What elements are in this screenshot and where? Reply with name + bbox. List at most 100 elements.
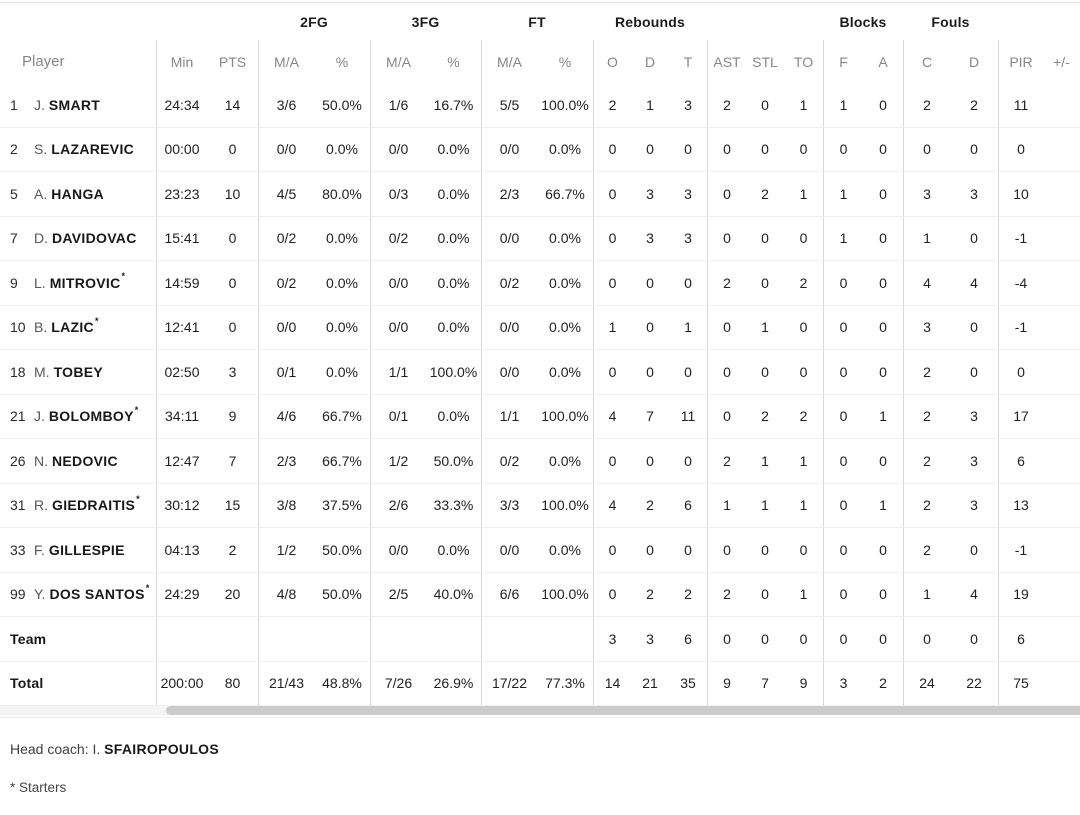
stat-cell-stl: 1 [761,497,769,514]
stat-cell-reb-o: 2 [593,83,631,127]
stat-cell-pir: -1 [998,528,1043,572]
player-row: 31 R. GIEDRAITIS * 30:12 15 3/8 37.5% 2/6 33.3% 3/… [0,483,1080,528]
stat-cell-blk-f: 0 [823,617,863,661]
stat-cell-2fg-ma: 0/2 [258,216,314,260]
player-cell: 21 J. BOLOMBOY * [0,395,156,439]
stat-cell-stl: 0 [761,586,769,603]
group-header-ft: FT [528,13,546,30]
column-header-2fg-pct: % [335,53,349,70]
stat-cell-3fg-pct [426,617,481,661]
stat-cell-reb-d: 0 [646,452,654,469]
player-initial: S. [34,141,48,158]
stat-cell-reb-t: 3 [684,230,692,247]
stat-cell-reb-t: 2 [684,586,692,603]
stat-cell-blk-f: 0 [823,528,863,572]
stat-cell-2fg-ma: 4/8 [258,572,314,616]
table-bottom-border [0,717,1080,718]
stat-cell-ast: 9 [707,661,746,705]
stat-cell-2fg-ma [258,617,314,661]
stat-cell-to: 9 [799,675,808,692]
stat-cell-plus-minus [1043,350,1080,394]
column-header-to: TO [793,53,814,70]
player-number: 99 [10,586,26,603]
stat-cell-blk-f: 0 [823,394,863,438]
stat-cell-reb-o: 0 [593,127,631,171]
stat-cell-ft-pct: 0.0% [549,363,581,380]
stat-cell-reb-t: 6 [684,497,692,514]
stat-cell-3fg-ma: 0/0 [370,261,426,305]
stat-cell-reb-t: 3 [684,185,692,202]
stat-cell-stl: 2 [761,408,769,425]
stat-cell-blk-f: 0 [823,305,863,349]
stat-cell-pts: 14 [224,96,241,113]
player-cell: 33 F. GILLESPIE [0,528,156,572]
stat-cell-reb-o: 4 [593,483,631,527]
player-number: 5 [10,185,18,202]
stat-cell-foul-d: 3 [970,452,978,469]
stat-cell-blk-a: 0 [879,363,887,380]
column-header-min: Min [156,40,207,83]
stat-cell-3fg-ma: 0/1 [370,394,426,438]
stat-cell-pir: 11 [998,83,1043,127]
starter-marker: * [94,315,99,326]
box-score-table: 2FG 3FG FT Rebounds Blocks Fouls Player Min PTS… [0,3,1080,706]
stat-cell-ast: 0 [707,305,746,349]
stat-cell-3fg-ma: 0/2 [370,216,426,260]
player-name: TOBEY [53,363,104,380]
stat-cell-3fg-ma: 0/0 [370,528,426,572]
stat-cell-ft-ma [481,617,537,661]
stat-cell-reb-o: 0 [593,439,631,483]
table-body: 1 J. SMART 24:34 14 3/6 50.0% 1/6 16.7% 5/5 100.0%… [0,83,1080,706]
stat-cell-pts: 0 [228,230,237,247]
stat-cell-plus-minus [1043,83,1080,127]
stat-cell-to: 0 [799,541,808,558]
player-cell: 9 L. MITROVIC * [0,261,156,305]
stat-cell-pir: -1 [998,216,1043,260]
player-cell: 99 Y. DOS SANTOS * [0,573,156,617]
stat-cell-3fg-ma: 0/0 [370,127,426,171]
stat-cell-2fg-pct: 50.0% [322,541,362,558]
group-header-3fg: 3FG [411,13,440,30]
stat-cell-plus-minus [1043,662,1080,706]
player-name: GIEDRAITIS [52,497,136,514]
stat-group-header-row: 2FG 3FG FT Rebounds Blocks Fouls [0,3,1080,40]
stat-cell-pir: 13 [998,483,1043,527]
column-header-row: Player Min PTS M/A% M/A% M/A% O D T AST STL TO F A C D P… [0,40,1080,83]
stat-cell-plus-minus [1043,306,1080,350]
stat-cell-min: 30:12 [156,483,207,527]
stat-cell-ft-pct: 0.0% [549,541,581,558]
stat-cell-foul-d: 0 [970,230,978,247]
stat-cell-reb-d: 3 [646,230,654,247]
player-name: HANGA [51,185,105,202]
player-cell: 26 N. NEDOVIC [0,439,156,483]
stat-cell-reb-o: 3 [593,617,631,661]
stat-cell-ft-ma: 5/5 [481,83,537,127]
stat-cell-3fg-ma: 2/5 [370,572,426,616]
group-header-rebounds: Rebounds [614,13,686,30]
stat-cell-ft-pct: 0.0% [549,452,581,469]
stat-cell-plus-minus [1043,172,1080,216]
stat-cell-stl: 0 [761,630,769,647]
stat-cell-ft-pct: 0.0% [549,141,581,158]
stat-cell-reb-t: 0 [684,452,692,469]
horizontal-scrollbar-thumb[interactable] [166,706,1080,715]
column-header-2fg-ma: M/A [258,40,314,83]
player-initial: D. [34,230,48,247]
stat-cell-2fg-pct: 50.0% [322,96,362,113]
stat-cell-ft-pct: 100.0% [541,408,589,425]
stat-cell-blk-a: 0 [879,96,887,113]
stat-cell-pts: 15 [224,497,241,514]
stat-cell-ft-ma: 0/0 [481,216,537,260]
stat-cell-reb-t: 1 [684,319,692,336]
stat-cell-to: 0 [799,141,808,158]
stat-cell-reb-t: 3 [684,96,692,113]
stat-cell-reb-o: 1 [593,305,631,349]
player-cell: 31 R. GIEDRAITIS * [0,484,156,528]
stat-cell-plus-minus [1043,395,1080,439]
stat-cell-blk-f: 0 [823,483,863,527]
stat-cell-ast: 2 [707,261,746,305]
stat-cell-ast: 1 [707,483,746,527]
stat-cell-ft-ma: 0/0 [481,127,537,171]
player-number: 7 [10,230,18,247]
stat-cell-blk-a: 0 [879,274,887,291]
